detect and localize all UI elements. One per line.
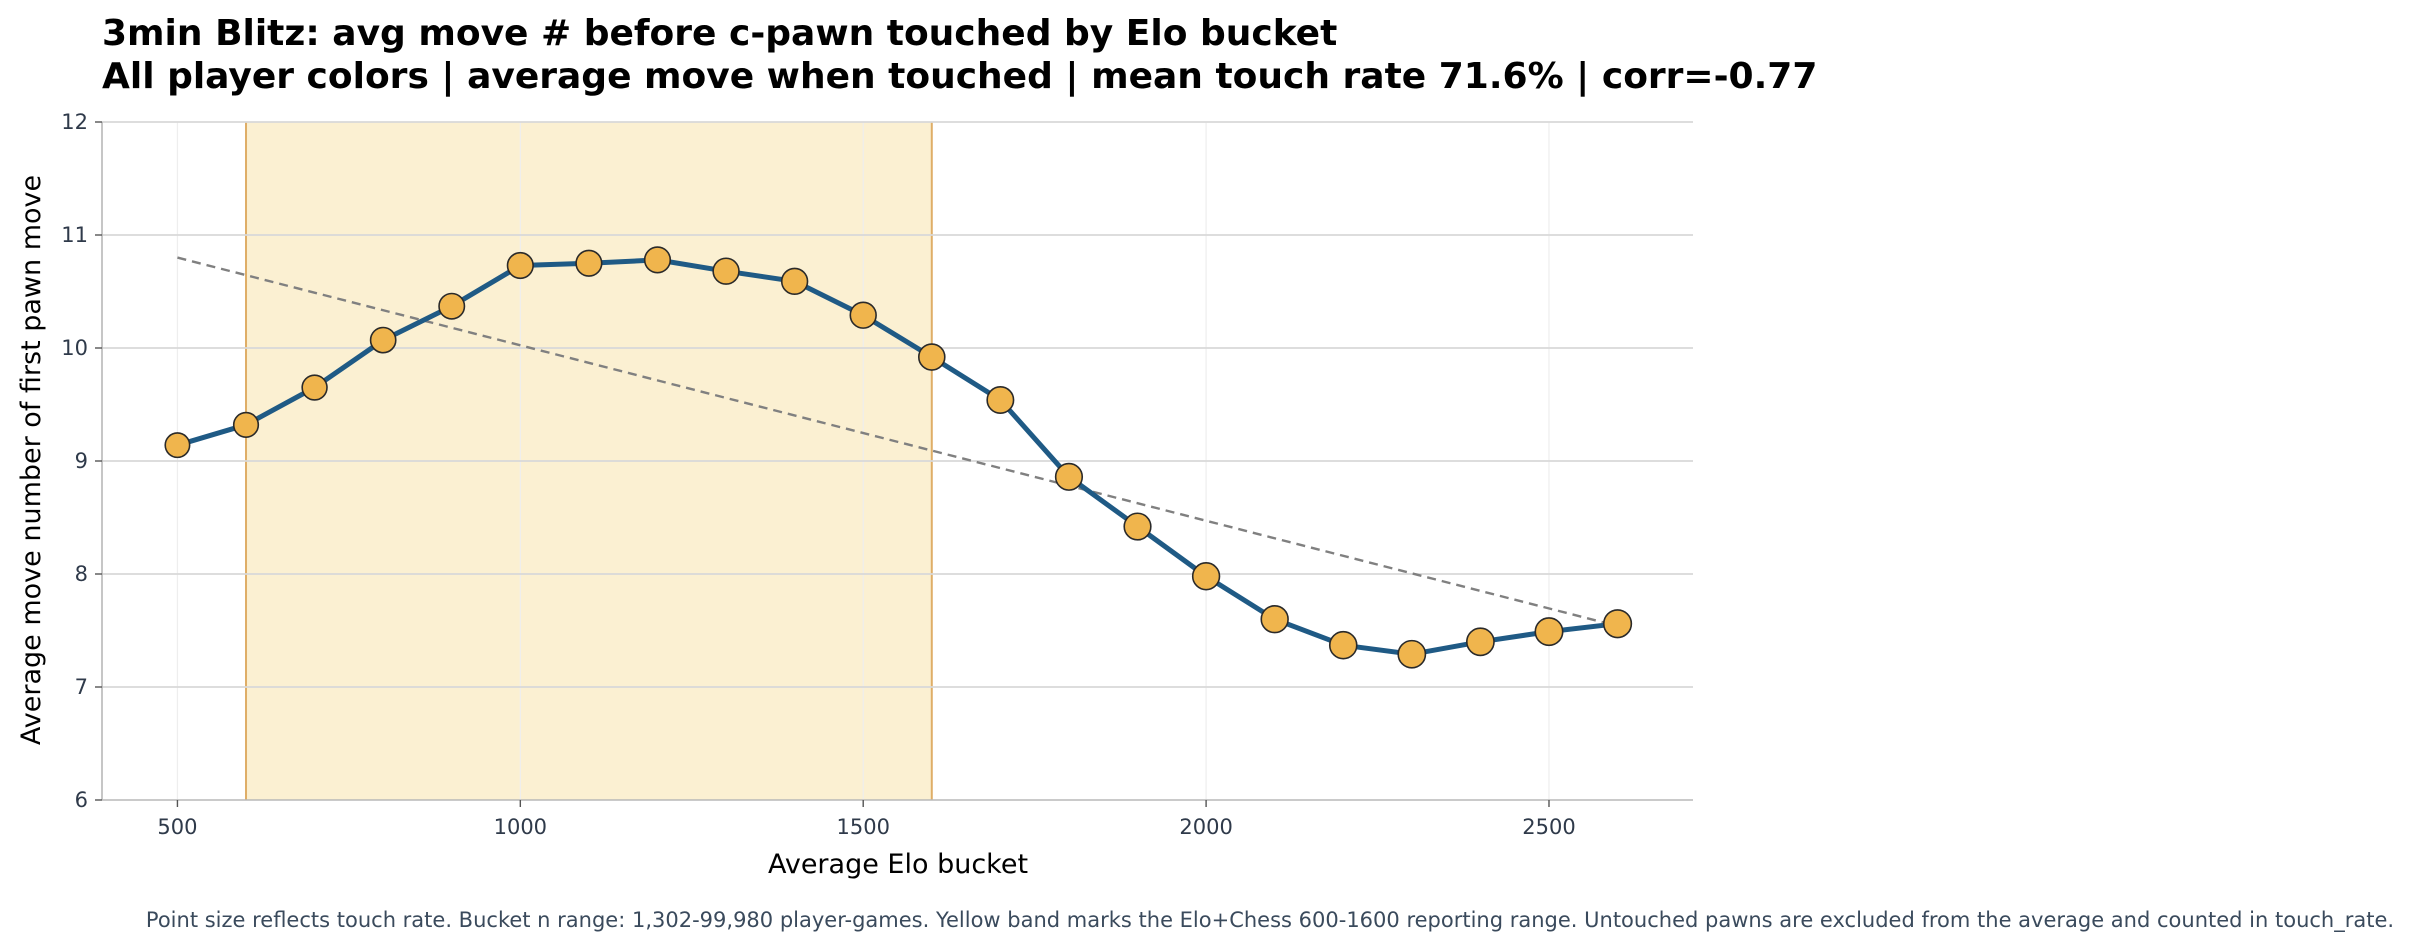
data-point xyxy=(780,267,809,296)
trendline-layer xyxy=(177,256,1618,628)
axis-layer: 6 7 8 9 10 11 12 500 1000 1500 2000 2500 xyxy=(61,110,1693,839)
y-tick-label: 12 xyxy=(61,110,88,134)
data-point xyxy=(1466,627,1495,657)
data-point xyxy=(1328,630,1358,660)
data-point xyxy=(575,249,603,277)
data-point xyxy=(438,292,466,320)
data-point xyxy=(1602,609,1633,639)
y-tick-label: 9 xyxy=(75,449,88,473)
series-layer xyxy=(164,246,1633,669)
trendline xyxy=(177,256,1618,628)
y-tick-label: 10 xyxy=(61,336,88,360)
data-point xyxy=(232,411,260,438)
data-point xyxy=(1534,617,1564,647)
grid-layer xyxy=(102,121,1693,800)
data-point xyxy=(164,432,191,459)
chart-subtitle: All player colors | average move when to… xyxy=(102,56,1817,97)
data-point xyxy=(1123,512,1152,541)
data-point xyxy=(506,251,534,280)
data-point xyxy=(986,385,1015,414)
data-point xyxy=(1397,639,1427,669)
chart-title: 3min Blitz: avg move # before c-pawn tou… xyxy=(102,13,1337,54)
data-point xyxy=(1191,562,1221,591)
data-point xyxy=(643,246,672,274)
data-point xyxy=(369,326,397,354)
x-tick-label: 2500 xyxy=(1522,815,1575,839)
y-tick-label: 11 xyxy=(61,223,88,247)
data-point xyxy=(1054,462,1084,491)
data-point xyxy=(849,301,877,329)
x-tick-label: 500 xyxy=(157,815,197,839)
data-point xyxy=(301,374,328,401)
x-tick-label: 1500 xyxy=(836,815,889,839)
y-tick-label: 7 xyxy=(75,675,88,699)
y-axis-label: Average move number of first pawn move xyxy=(16,175,47,745)
series-line xyxy=(174,257,1621,657)
y-tick-label: 8 xyxy=(75,562,88,586)
data-point xyxy=(917,343,946,371)
data-point xyxy=(1260,604,1289,634)
data-point xyxy=(712,257,740,285)
footnote: Point size reflects touch rate. Bucket n… xyxy=(146,908,2394,933)
x-axis-label: Average Elo bucket xyxy=(768,849,1028,880)
x-tick-label: 1000 xyxy=(494,815,547,839)
x-tick-label: 2000 xyxy=(1179,815,1232,839)
y-tick-label: 6 xyxy=(75,788,88,812)
